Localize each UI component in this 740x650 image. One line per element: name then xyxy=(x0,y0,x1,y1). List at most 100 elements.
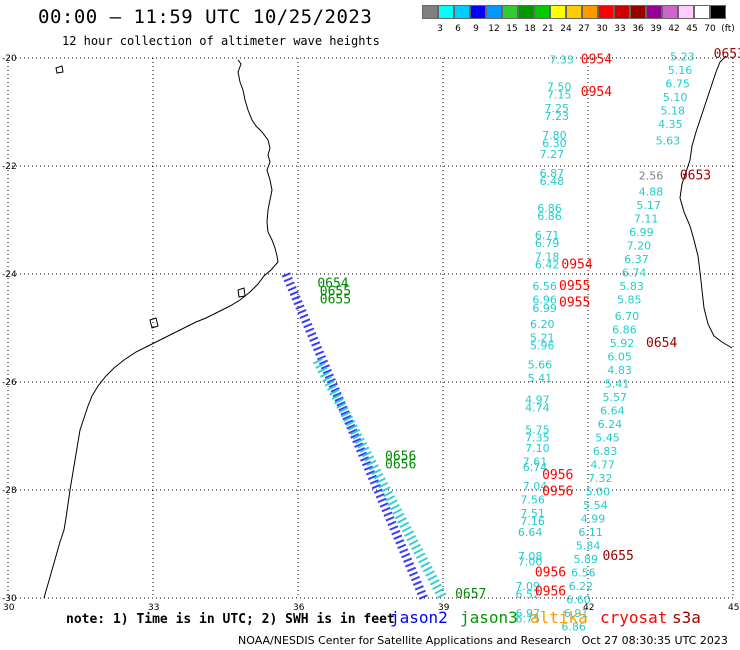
color-scale-label: 24 xyxy=(560,24,572,34)
swh-value: 5.75 xyxy=(525,423,550,436)
swh-value: 6.83 xyxy=(593,445,618,458)
lat-tick-label: -26 xyxy=(2,378,17,388)
africa-coastline xyxy=(43,59,279,599)
satellite-legend-cryosat: cryosat xyxy=(600,608,668,627)
time-label: 0956 xyxy=(535,565,566,580)
swh-value: 5.41 xyxy=(528,372,553,385)
color-scale-label: (ft) xyxy=(721,24,735,34)
swh-value: 7.15 xyxy=(547,89,572,102)
map-note: note: 1) Time is in UTC; 2) SWH is in fe… xyxy=(66,612,395,627)
swh-value: 4.35 xyxy=(658,118,683,131)
time-label: 0656 xyxy=(385,457,416,472)
lat-tick-label: -20 xyxy=(2,54,17,64)
swh-value: 5.92 xyxy=(610,337,635,350)
swh-value: 6.64 xyxy=(600,404,625,417)
color-scale-label: 9 xyxy=(473,24,479,34)
color-scale-label: 33 xyxy=(614,24,626,34)
swh-value: 6.42 xyxy=(535,259,560,272)
swh-value: 5.45 xyxy=(595,431,620,444)
color-scale-label: 45 xyxy=(686,24,698,34)
satellite-legend-jason2: jason2 xyxy=(390,608,448,627)
swh-value: 6.56 xyxy=(532,280,557,293)
jason2-track xyxy=(281,272,428,600)
color-swatch xyxy=(422,5,438,19)
swh-value: 6.91 xyxy=(564,607,589,620)
color-swatch xyxy=(454,5,470,19)
swh-value: 7.50 xyxy=(547,80,572,93)
swh-value: 5.89 xyxy=(574,553,599,566)
color-swatch xyxy=(694,5,710,19)
map-subtitle: 12 hour collection of altimeter wave hei… xyxy=(62,34,380,48)
satellite-legend-altika: altika xyxy=(530,608,588,627)
swh-value: 5.66 xyxy=(528,359,553,372)
color-swatch xyxy=(518,5,534,19)
time-label: 0956 xyxy=(542,468,573,483)
time-label: 0655 xyxy=(320,293,351,308)
map-footer: NOAA/NESDIS Center for Satellite Applica… xyxy=(238,634,728,647)
data-points: 5.235.166.755.105.184.355.632.564.885.17… xyxy=(317,47,740,633)
swh-value: 5.18 xyxy=(661,105,686,118)
color-scale-label: 36 xyxy=(632,24,644,34)
swh-value: 6.70 xyxy=(615,310,640,323)
color-swatch xyxy=(662,5,678,19)
color-scale-label: 70 xyxy=(704,24,716,34)
swh-value: 7.16 xyxy=(520,515,545,528)
lat-lon-grid xyxy=(7,57,734,599)
swh-value: 6.96 xyxy=(532,294,557,307)
swh-value: 7.25 xyxy=(545,102,570,115)
swh-value: 7.09 xyxy=(516,580,541,593)
time-label: 0655 xyxy=(603,549,634,564)
swh-value: 7.04 xyxy=(523,480,548,493)
swh-value: 5.41 xyxy=(605,377,630,390)
swh-value: 5.00 xyxy=(586,485,611,498)
swh-value: 5.63 xyxy=(656,134,681,147)
satellite-legend-jason3: jason3 xyxy=(460,608,518,627)
swh-value: 7.08 xyxy=(518,550,543,563)
swh-value: 6.75 xyxy=(516,612,541,625)
swh-value: 5.57 xyxy=(603,391,628,404)
swh-value: 7.18 xyxy=(535,251,560,264)
swh-value: 7.80 xyxy=(542,129,567,142)
time-label: 0955 xyxy=(559,279,590,294)
swh-value: 5.23 xyxy=(670,51,695,64)
swh-value: 6.99 xyxy=(532,302,557,315)
swh-value: 6.05 xyxy=(607,350,632,363)
swh-value: 6.79 xyxy=(535,237,560,250)
swh-value: 7.23 xyxy=(545,110,570,123)
swh-value: 4.83 xyxy=(607,364,632,377)
swh-value: 4.97 xyxy=(525,394,550,407)
color-scale-label: 6 xyxy=(455,24,461,34)
time-label: 0654 xyxy=(646,336,677,351)
swh-value: 6.99 xyxy=(629,226,654,239)
lat-tick-label: -24 xyxy=(2,270,17,280)
color-scale-label: 21 xyxy=(542,24,554,34)
time-label: 0656 xyxy=(385,449,416,464)
time-label: 0653 xyxy=(714,47,740,62)
color-swatch xyxy=(646,5,662,19)
swh-value: 6.97 xyxy=(516,607,541,620)
swh-value: 6.74 xyxy=(622,267,647,280)
color-scale-label: 18 xyxy=(524,24,536,34)
lake-outline xyxy=(55,65,64,74)
color-scale-label: 27 xyxy=(578,24,590,34)
swh-value: 6.74 xyxy=(523,461,548,474)
swh-value: 6.11 xyxy=(578,526,603,539)
swh-value: 5.54 xyxy=(583,499,608,512)
swh-value: 6.86 xyxy=(612,323,637,336)
color-scale-label: 3 xyxy=(437,24,443,34)
swh-value: 2.56 xyxy=(639,170,664,183)
lat-tick-label: -28 xyxy=(2,486,17,496)
lon-tick-label: 39 xyxy=(438,603,450,613)
color-swatch xyxy=(710,5,726,19)
color-swatch xyxy=(678,5,694,19)
color-swatch xyxy=(550,5,566,19)
swh-value: 7.61 xyxy=(523,456,548,469)
color-swatch xyxy=(502,5,518,19)
color-swatch xyxy=(582,5,598,19)
swh-value: 5.84 xyxy=(576,539,601,552)
time-label: 0657 xyxy=(455,587,486,602)
swh-value: 6.87 xyxy=(540,167,565,180)
swh-value: 7.56 xyxy=(520,494,545,507)
swh-value: 4.74 xyxy=(525,402,550,415)
lake-outline xyxy=(149,317,159,329)
